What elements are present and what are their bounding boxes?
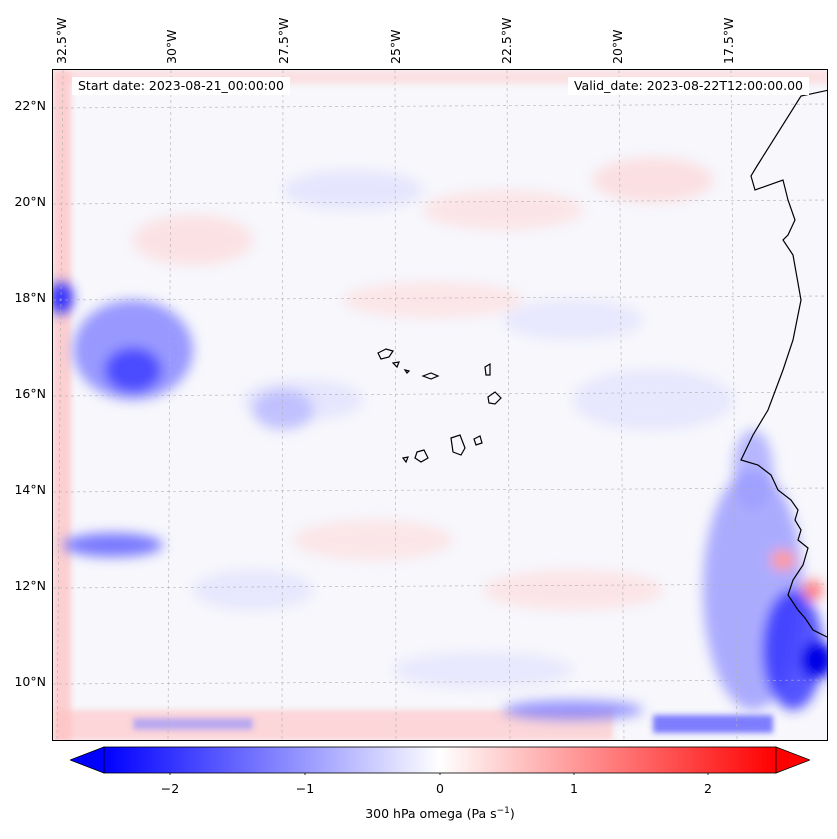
colorbar-tick-neg1: −1	[295, 781, 315, 796]
graticule	[53, 70, 827, 740]
cape-verde-islands	[377, 348, 502, 464]
lon-label-20w: 20°W	[610, 29, 625, 64]
colorbar-tick-0: 0	[436, 781, 444, 796]
lat-label-10n: 10°N	[14, 674, 46, 689]
colorbar-tick-1: 1	[570, 781, 578, 796]
lat-label-14n: 14°N	[14, 482, 46, 497]
lon-label-22-5w: 22.5°W	[499, 17, 514, 64]
colorbar-tick-neg2: −2	[160, 781, 180, 796]
strong-features	[53, 282, 827, 720]
map-panel	[52, 69, 828, 741]
lat-label-22n: 22°N	[14, 98, 46, 113]
lat-label-16n: 16°N	[14, 386, 46, 401]
lon-label-25w: 25°W	[388, 29, 403, 64]
colorbar	[70, 746, 810, 775]
lat-label-20n: 20°N	[14, 194, 46, 209]
start-date-label: Start date: 2023-08-21_00:00:00	[72, 77, 290, 95]
colorbar-extend-low	[70, 746, 105, 774]
lon-label-27-5w: 27.5°W	[276, 17, 291, 64]
lon-label-32-5w: 32.5°W	[54, 17, 69, 64]
west-africa-coastline	[740, 89, 827, 638]
valid-date-label: Valid_date: 2023-08-22T12:00:00.00	[567, 77, 809, 95]
colorbar-label: 300 hPa omega (Pa s−1)	[365, 806, 515, 822]
colorbar-tick-2: 2	[704, 781, 712, 796]
lat-label-12n: 12°N	[14, 578, 46, 593]
colorbar-extend-high	[775, 746, 810, 774]
lat-label-18n: 18°N	[14, 290, 46, 305]
colorbar-tick-marks	[169, 773, 709, 775]
lon-label-30w: 30°W	[164, 29, 179, 64]
lon-label-17-5w: 17.5°W	[721, 17, 736, 64]
omega-field-map	[53, 70, 827, 740]
colorbar-gradient	[103, 746, 777, 774]
